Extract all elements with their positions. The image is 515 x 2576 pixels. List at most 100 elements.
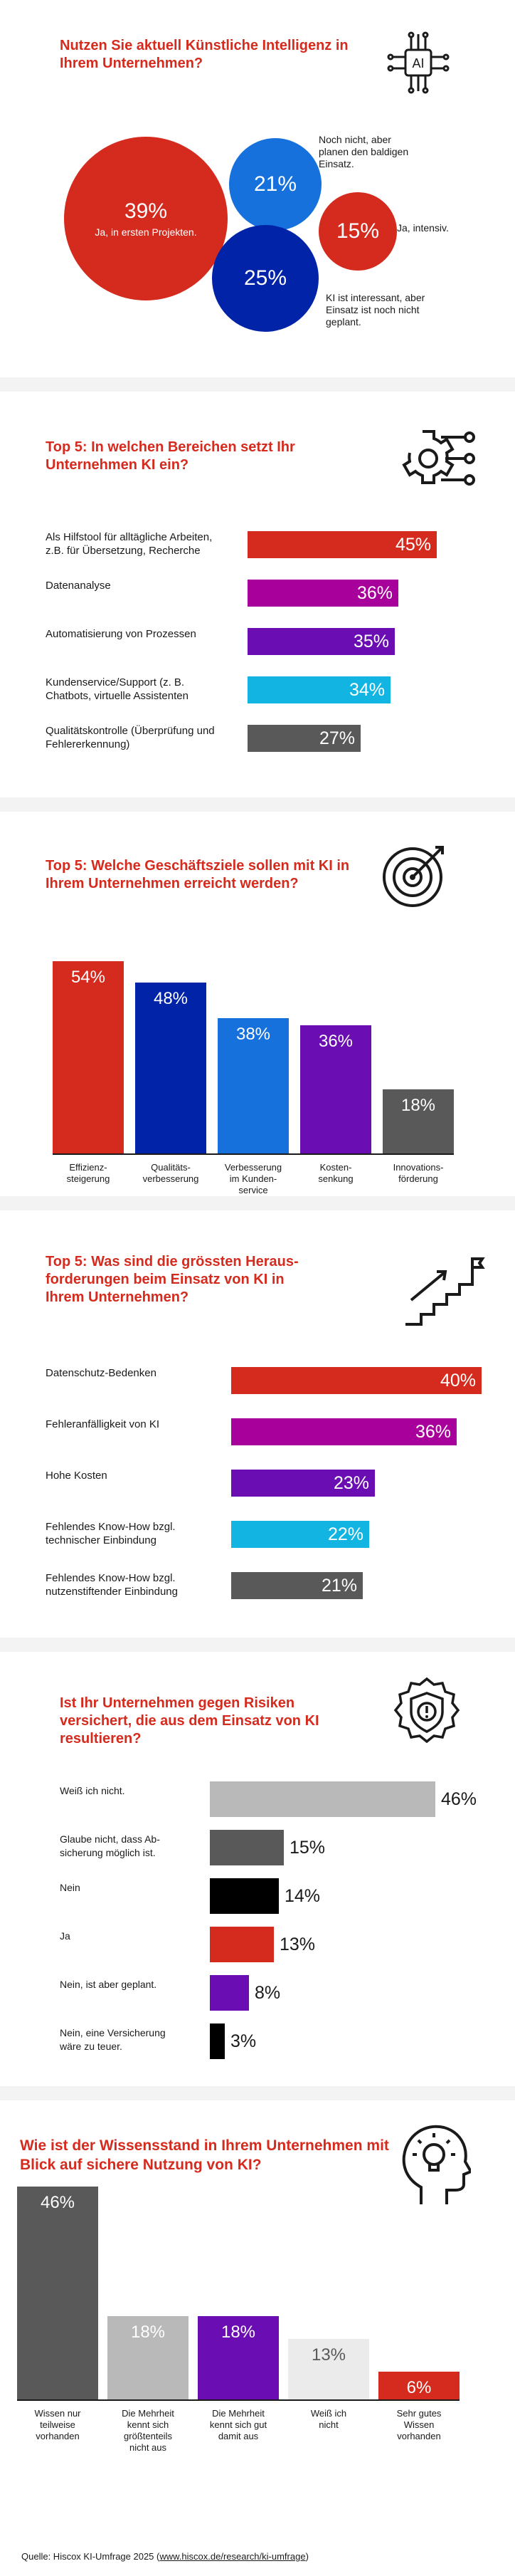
bar-category-label: Als Hilfstool für alltägliche Arbeiten, … — [46, 531, 213, 557]
bar — [378, 2372, 460, 2399]
bar — [231, 1470, 375, 1497]
bar-category-label: Glaube nicht, dass Ab- sicherung möglich… — [60, 1833, 160, 1858]
bar-value-label: 46% — [441, 1789, 477, 1809]
bar — [231, 1418, 457, 1445]
bar-category-label: Wissen nur teilweise vorhanden — [34, 2408, 81, 2441]
bubble-sublabel: Ja, in ersten Projekten. — [95, 226, 197, 238]
source-suffix: ) — [305, 2551, 309, 2562]
bar-category-label: Automatisierung von Prozessen — [46, 628, 196, 640]
bar — [248, 531, 437, 558]
bar — [218, 1018, 289, 1153]
bar — [231, 1367, 482, 1394]
bar-category-label: Die Mehrheit kennt sich größtenteils nic… — [122, 2408, 174, 2453]
bar-value-label: 27% — [319, 728, 355, 748]
ai-chip-icon: AI — [387, 31, 450, 94]
bar-value-label: 15% — [290, 1838, 326, 1858]
chart-title: Top 5: Was sind die grössten Heraus- for… — [46, 1253, 344, 1307]
bar — [248, 725, 361, 752]
chart-title: Wie ist der Wissensstand in Ihrem Untern… — [20, 2137, 389, 2173]
bubble-note: Ja, intensiv. — [397, 222, 449, 234]
bar — [17, 2187, 98, 2399]
bar-value-label: 54% — [70, 968, 106, 987]
panel-ki-knowledge: Wie ist der Wissensstand in Ihrem Untern… — [17, 2100, 494, 2542]
bubble-25: 25% — [212, 225, 319, 332]
bubble-note: Noch nicht, aber planen den baldigen Ein… — [319, 134, 409, 169]
bar — [231, 1572, 363, 1599]
bar — [210, 1975, 249, 2011]
bar — [107, 2316, 189, 2399]
bubble-note: KI ist interessant, aber Einsatz ist noc… — [326, 292, 425, 328]
bar-value-label: 18% — [221, 2323, 256, 2342]
bar-category-label: Fehleranfälligkeit von KI — [46, 1418, 160, 1430]
source-link[interactable]: www.hiscox.de/research/ki-umfrage — [159, 2551, 306, 2562]
bubble-21: 21% — [229, 138, 322, 231]
chart-title: Top 5: Welche Geschäftsziele sollen mit … — [46, 858, 350, 891]
chart-title-line: Top 5: Was sind die grössten Heraus- for… — [46, 1254, 299, 1305]
panel-ki-challenges: Top 5: Was sind die grössten Heraus- for… — [21, 1210, 494, 1638]
bar-value-label: 36% — [356, 583, 393, 603]
chart-title: Ist Ihr Unternehmen gegen Risiken versic… — [60, 1695, 319, 1747]
bar-value-label: 8% — [255, 1983, 281, 2003]
bar-category-label: Qualitäts- verbesserung — [142, 1162, 199, 1184]
bar-value-label: 35% — [353, 632, 389, 651]
source-prefix: Quelle: Hiscox KI-Umfrage 2025 ( — [21, 2551, 160, 2562]
bar-value-label: 46% — [40, 2193, 75, 2212]
bar-value-label: 18% — [400, 1096, 436, 1115]
bar-category-label: Datenanalyse — [46, 580, 111, 592]
bar-value-label: 34% — [349, 680, 385, 700]
axis-baseline — [17, 2399, 460, 2401]
bubble-value: 39% — [124, 199, 168, 223]
bar-value-label: 3% — [230, 2031, 257, 2051]
svg-text:AI: AI — [412, 56, 424, 70]
gear-network-icon — [402, 430, 475, 486]
bar-category-label: Weiß ich nicht — [310, 2408, 347, 2430]
bar-category-label: Datenschutz-Bedenken — [46, 1367, 156, 1379]
bar-value-label: 23% — [333, 1473, 369, 1493]
bubble-value: 15% — [336, 219, 380, 243]
bar — [383, 1089, 454, 1153]
bar-category-label: Hohe Kosten — [46, 1470, 107, 1482]
stairs-flag-icon — [405, 1257, 485, 1326]
bar-value-label: 36% — [415, 1422, 451, 1442]
separator — [0, 1638, 515, 1652]
bubble-15: 15% — [319, 192, 397, 271]
bar-category-label: Nein, ist aber geplant. — [60, 1979, 157, 1990]
bar-category-label: Kundenservice/Support (z. B. Chatbots, v… — [46, 676, 189, 702]
bar-category-label: Kosten- senkung — [318, 1162, 354, 1184]
panel-ki-usage: Nutzen Sie aktuell Künstliche Intelligen… — [21, 0, 494, 377]
panel-ki-insurance: Ist Ihr Unternehmen gegen Risiken versic… — [21, 1652, 494, 2086]
bar — [210, 1927, 274, 1962]
separator — [0, 1196, 515, 1210]
bar — [210, 1830, 284, 1865]
bar-value-label: 21% — [321, 1576, 357, 1596]
bar — [248, 676, 391, 703]
bar — [210, 2023, 225, 2059]
bar-category-label: Qualitätskontrolle (Überprüfung und Fehl… — [46, 725, 215, 750]
bar-value-label: 14% — [285, 1886, 321, 1906]
head-lightbulb-icon — [402, 2125, 471, 2204]
bar-value-label: 36% — [318, 1032, 354, 1051]
bar-value-label: 13% — [280, 1934, 316, 1954]
bar-value-label: 18% — [130, 2323, 166, 2342]
axis-baseline — [53, 1153, 454, 1155]
target-arrow-icon — [383, 846, 444, 907]
bar-value-label: 48% — [153, 989, 189, 1008]
bar — [135, 983, 206, 1153]
bar-category-label: Nein — [60, 1882, 80, 1893]
bar-category-label: Fehlendes Know-How bzgl. technischer Ein… — [46, 1521, 176, 1546]
bar — [198, 2316, 279, 2399]
bar-value-label: 22% — [327, 1524, 363, 1544]
bar — [248, 628, 395, 655]
bar-value-label: 13% — [311, 2345, 346, 2365]
separator — [0, 797, 515, 812]
bar-category-label: Verbesserung im Kunden- service — [224, 1162, 282, 1195]
bar-category-label: Effizienz- steigerung — [66, 1162, 110, 1184]
bar-category-label: Nein, eine Versicherung wäre zu teuer. — [60, 2027, 166, 2052]
bar-value-label: 45% — [395, 535, 431, 555]
bar-category-label: Die Mehrheit kennt sich gut damit aus — [209, 2408, 267, 2441]
shield-alert-icon — [393, 1677, 460, 1744]
chart-title: Top 5: In welchen Bereichen setzt Ihr Un… — [46, 439, 295, 473]
bar — [300, 1025, 371, 1153]
bar-category-label: Fehlendes Know-How bzgl. nutzenstiftende… — [46, 1572, 178, 1598]
bubble-39: 39% Ja, in ersten Projekten. — [64, 137, 228, 300]
